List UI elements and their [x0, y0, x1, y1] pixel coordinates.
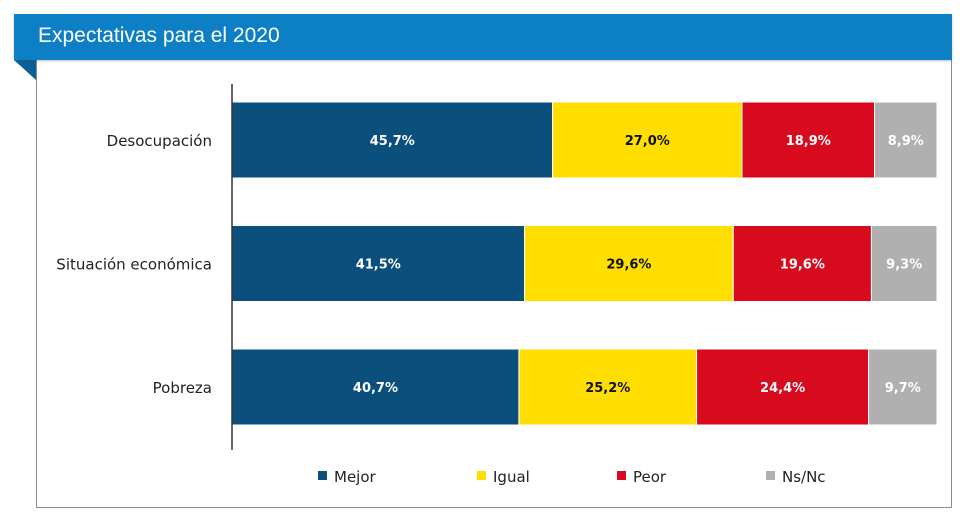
bar-value-label: 9,7% — [885, 381, 921, 396]
bar-segment — [552, 101, 743, 179]
legend-label: Peor — [633, 468, 667, 486]
bar-value-label: 19,6% — [780, 258, 825, 273]
bar-segment — [732, 225, 872, 302]
bar-segment — [696, 348, 870, 426]
legend-label: Ns/Nc — [782, 468, 826, 486]
legend-label: Mejor — [334, 468, 377, 486]
legend-swatch — [766, 471, 775, 480]
bar-value-label: 9,3% — [886, 258, 922, 273]
bar-value-label: 18,9% — [786, 134, 831, 149]
category-label: Situación económica — [56, 256, 212, 274]
bar-segment — [524, 225, 734, 302]
bar-value-label: 27,0% — [625, 134, 670, 149]
bar-value-label: 45,7% — [370, 134, 415, 149]
chart-title: Expectativas para el 2020 — [38, 24, 280, 47]
bar-segment — [231, 348, 520, 426]
bar-segment — [518, 348, 698, 426]
bar-value-label: 8,9% — [888, 134, 924, 149]
category-label: Pobreza — [153, 379, 212, 397]
category-label: Desocupación — [107, 132, 212, 150]
bar-value-label: 25,2% — [585, 381, 630, 396]
bar-value-label: 41,5% — [356, 258, 401, 273]
title-banner — [14, 14, 952, 60]
bar-segment — [870, 225, 938, 302]
bar-segment — [741, 101, 876, 179]
bar-value-label: 40,7% — [353, 381, 398, 396]
legend-swatch — [617, 471, 626, 480]
bar-value-label: 24,4% — [760, 381, 805, 396]
bar-segment — [874, 101, 938, 179]
bar-value-label: 29,6% — [606, 258, 651, 273]
legend-swatch — [477, 471, 486, 480]
legend-swatch — [318, 471, 327, 480]
legend-label: Igual — [493, 468, 530, 486]
banner-fold — [14, 60, 36, 80]
bar-segment — [868, 348, 938, 426]
bar-segment — [231, 225, 526, 302]
